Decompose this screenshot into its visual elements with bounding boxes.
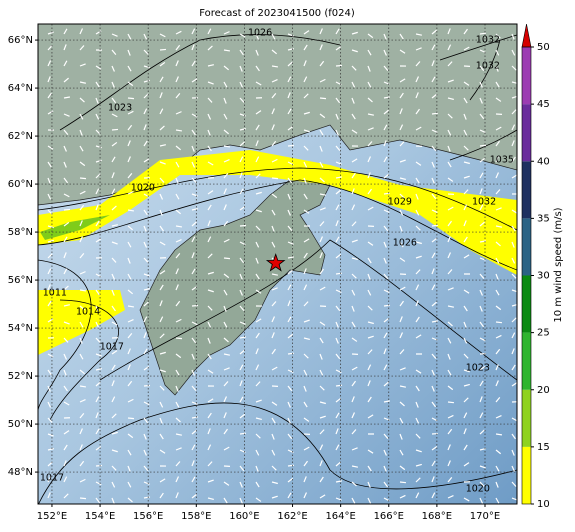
colorbar-segment — [522, 218, 531, 275]
colorbar-segment — [522, 161, 531, 218]
isobar-label: 1020 — [466, 484, 490, 495]
wind-barb — [288, 465, 294, 466]
colorbar-label: 10 m wind speed (m/s) — [553, 207, 564, 322]
isobar-label: 1014 — [76, 307, 100, 318]
lat-tick-label: 48°N — [8, 467, 33, 478]
wind-barb — [336, 385, 342, 386]
colorbar-tick-label: 20 — [537, 385, 550, 396]
colorbar-segment — [522, 47, 531, 104]
lon-tick-label: 152°E — [37, 511, 67, 522]
lat-tick-label: 60°N — [8, 179, 33, 190]
colorbar-tick-label: 40 — [537, 156, 550, 167]
colorbar-tick-label: 25 — [537, 328, 550, 339]
isobar-label: 1026 — [393, 238, 417, 249]
map-area: 1026 1032 1032 1023 1020 1035 1029 1032 1026 1011… — [38, 24, 518, 505]
lat-tick-label: 66°N — [8, 35, 33, 46]
lat-tick-label: 56°N — [8, 275, 33, 286]
wind-barb — [240, 433, 246, 434]
wind-barb — [288, 353, 294, 354]
colorbar-segment — [522, 390, 531, 447]
isobar-label: 1017 — [100, 342, 124, 353]
isobar-label: 1026 — [248, 28, 272, 39]
lon-tick-label: 164°E — [325, 511, 355, 522]
lon-tick-label: 158°E — [181, 511, 211, 522]
wind-barb — [160, 49, 166, 50]
wind-barb — [432, 113, 438, 114]
wind-barb — [496, 434, 502, 435]
colorbar-tick-label: 30 — [537, 271, 550, 282]
lat-tick-label: 62°N — [8, 131, 33, 142]
wind-barb — [448, 402, 454, 403]
wind-barb — [80, 498, 86, 499]
colorbar-segment — [522, 447, 531, 504]
colorbar-tick-label: 10 — [537, 499, 550, 510]
isobar-label: 1032 — [476, 35, 500, 46]
lat-tick-label: 52°N — [8, 371, 33, 382]
lon-tick-label: 170°E — [470, 511, 500, 522]
wind-barb — [64, 209, 70, 210]
wind-barb — [272, 178, 278, 179]
wind-barb — [496, 322, 502, 323]
wind-barb — [128, 418, 134, 419]
lon-tick-label: 166°E — [374, 511, 404, 522]
wind-barb — [432, 225, 438, 226]
wind-barb — [176, 338, 182, 339]
lon-tick-label: 162°E — [277, 511, 307, 522]
wind-barb — [400, 482, 406, 483]
lon-tick-label: 154°E — [85, 511, 115, 522]
wind-barb — [336, 273, 342, 274]
colorbar-tick-label: 45 — [537, 99, 550, 110]
isobar-label: 1032 — [476, 61, 500, 72]
lat-tick-label: 64°N — [8, 83, 33, 94]
isobar-label: 1017 — [40, 473, 64, 484]
colorbar-tick-label: 50 — [537, 42, 550, 53]
isobar-label: 1011 — [43, 288, 67, 299]
map-title: Forecast of 2023041500 (f024) — [199, 8, 355, 19]
isobar-label: 1023 — [108, 103, 132, 114]
isobar-label: 1035 — [490, 155, 514, 166]
isobar-label: 1023 — [466, 363, 490, 374]
lon-tick-label: 168°E — [422, 511, 452, 522]
lat-tick-label: 54°N — [8, 323, 33, 334]
colorbar-tick-label: 15 — [537, 442, 550, 453]
wind-barb — [224, 258, 230, 259]
lat-tick-label: 58°N — [8, 227, 33, 238]
colorbar-segment — [522, 276, 531, 333]
colorbar-tick-label: 35 — [537, 213, 550, 224]
wind-barb — [112, 129, 118, 130]
colorbar-segment — [522, 333, 531, 390]
lon-tick-label: 160°E — [229, 511, 259, 522]
lat-tick-label: 50°N — [8, 419, 33, 430]
colorbar-extend — [522, 24, 531, 47]
wind-barb — [128, 98, 134, 99]
isobar-label: 1029 — [388, 197, 412, 208]
isobar-label: 1020 — [131, 183, 155, 194]
wind-barb — [320, 98, 326, 99]
isobar-label: 1032 — [472, 197, 496, 208]
lon-tick-label: 156°E — [133, 511, 163, 522]
colorbar-segment — [522, 104, 531, 161]
wind-barb — [480, 145, 486, 146]
wind-barb — [80, 178, 86, 179]
